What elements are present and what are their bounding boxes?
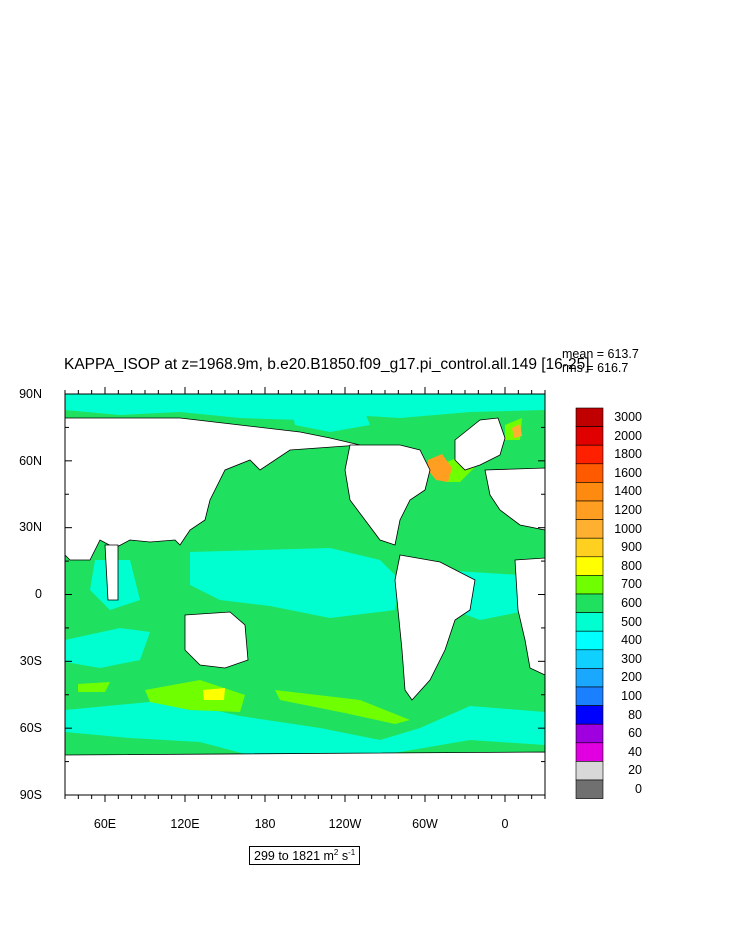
colorbar-swatch [575, 500, 604, 520]
lat-label-30s: 30S [19, 654, 42, 668]
range-label: 299 to 1821 m2 s-1 [249, 846, 361, 866]
yellow-spot [203, 688, 225, 700]
colorbar-label: 1800 [614, 447, 642, 462]
colorbar-label: 900 [621, 540, 642, 555]
colorbar-label: 2000 [614, 428, 642, 443]
colorbar-label: 3000 [614, 410, 642, 424]
colorbar-swatch [575, 575, 604, 595]
lon-label-0: 0 [501, 817, 509, 831]
colorbar-label: 1000 [614, 521, 642, 536]
colorbar-swatch [575, 482, 604, 502]
colorbar-label: 600 [621, 596, 642, 610]
plot-title: KAPPA_ISOP at z=1968.9m, b.e20.B1850.f09… [64, 356, 590, 373]
lon-label-60e: 60E [93, 817, 117, 831]
colorbar-label: 40 [628, 744, 642, 759]
colorbar-label: 0 [635, 782, 642, 796]
colorbar-swatch [575, 407, 604, 427]
colorbar-swatch [575, 723, 604, 744]
map-fill [64, 387, 546, 802]
orange-spot-2 [512, 424, 522, 438]
colorbar-label: 80 [628, 707, 642, 722]
colorbar-label: 20 [628, 763, 642, 778]
colorbar-swatch [575, 593, 604, 613]
colorbar-swatch [575, 426, 604, 446]
colorbar-swatch [575, 630, 604, 651]
colorbar-swatch [575, 742, 604, 762]
colorbar-label: 800 [621, 558, 642, 573]
colorbar-swatch [575, 779, 604, 799]
lat-label-60s: 60S [19, 721, 42, 735]
colorbar-label: 1600 [614, 465, 642, 480]
colorbar-swatch [575, 444, 604, 465]
colorbar-swatch [575, 463, 604, 483]
colorbar [575, 407, 604, 799]
rms-value: rms = 616.7 [562, 361, 629, 375]
higher-value-regions [78, 418, 522, 724]
colorbar-swatch [575, 686, 604, 706]
lon-label-120e: 120E [170, 817, 200, 831]
lat-label-90s: 90S [19, 788, 42, 802]
lat-label-30n: 30N [19, 520, 42, 534]
mean-value: mean = 613.7 [562, 347, 639, 361]
colorbar-label: 100 [621, 689, 642, 703]
colorbar-label: 200 [621, 670, 642, 685]
lat-label-60n: 60N [19, 454, 42, 468]
colorbar-label: 60 [628, 726, 642, 741]
land-masses [64, 417, 546, 796]
colorbar-swatch [575, 705, 604, 725]
colorbar-swatch [575, 649, 604, 669]
colorbar-swatch [575, 537, 604, 558]
lon-label-60w: 60W [412, 817, 438, 831]
colorbar-swatch [575, 668, 604, 688]
lat-label-0: 0 [35, 587, 42, 601]
colorbar-swatch [575, 612, 604, 632]
colorbar-label: 500 [621, 614, 642, 629]
colorbar-label: 400 [621, 633, 642, 648]
colorbar-label: 700 [621, 577, 642, 592]
colorbar-swatch [575, 556, 604, 576]
lat-label-90n: 90N [19, 387, 42, 401]
colorbar-label: 300 [621, 651, 642, 666]
colorbar-swatch [575, 761, 604, 781]
orange-spot [428, 454, 452, 482]
colorbar-swatch [575, 519, 604, 539]
colorbar-label: 1200 [614, 503, 642, 517]
lon-label-120w: 120W [328, 817, 362, 831]
colorbar-label: 1400 [614, 484, 642, 499]
lon-label-180: 180 [254, 817, 276, 831]
